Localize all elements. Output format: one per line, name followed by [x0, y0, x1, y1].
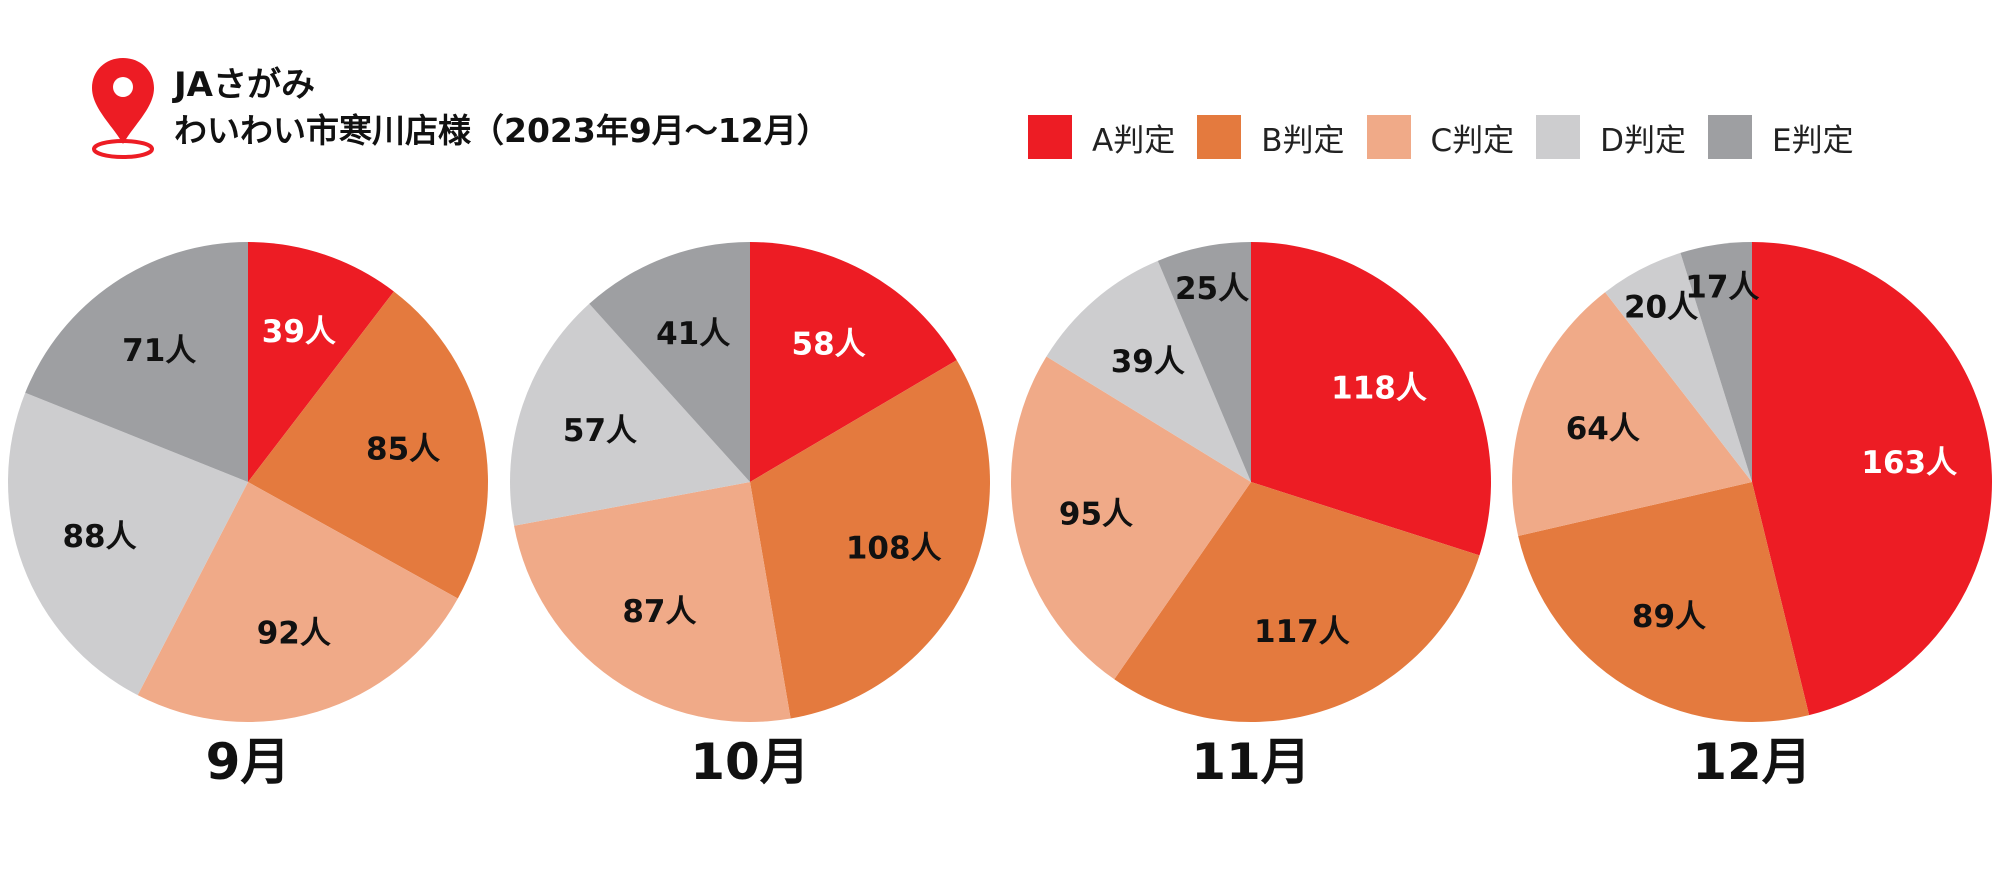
pie-data-label-b: 108人 — [846, 531, 942, 567]
pie-slice-a — [1251, 242, 1491, 556]
pie-data-label-b: 85人 — [366, 432, 440, 468]
pie-slice-a — [1752, 242, 1992, 716]
pie-data-label-c: 95人 — [1059, 497, 1133, 533]
pie-chart-3: 118人 117人 95人 39人 25人 11月 — [1011, 242, 1491, 791]
pie-data-label-c: 64人 — [1566, 411, 1640, 447]
pie-slice-e — [1680, 242, 1752, 482]
pie-slice-c — [137, 482, 458, 722]
pie-slice-b — [750, 360, 990, 719]
pie-slice-a — [248, 242, 394, 482]
pin-hole — [113, 77, 133, 97]
pie-chart-1: 39人 85人 92人 88人 71人 9月 — [7, 242, 489, 791]
legend-item-e: E判定 — [1708, 115, 1854, 160]
pie-data-label-a: 163人 — [1861, 445, 1957, 481]
pie-data-label-b: 117人 — [1254, 614, 1350, 650]
legend-label-b: B判定 — [1261, 122, 1345, 159]
pie-slice-e — [1157, 242, 1251, 482]
pie-data-label-d: 39人 — [1111, 344, 1185, 380]
title-block: JAさがみ わいわい市寒川店様（2023年9月〜12月） — [174, 62, 830, 154]
pie-data-label-e: 25人 — [1175, 271, 1249, 307]
pie-slice-d — [1046, 260, 1251, 482]
pin-body — [92, 58, 154, 144]
pie-data-label-c: 92人 — [257, 616, 331, 652]
pie-slice-d — [510, 303, 750, 526]
pie-data-label-a: 118人 — [1331, 371, 1427, 407]
pie-data-label-c: 87人 — [622, 594, 696, 630]
pie-data-label-e: 71人 — [122, 333, 196, 369]
pie-chart-2: 58人 108人 87人 57人 41人 10月 — [510, 242, 990, 791]
legend-label-d: D判定 — [1600, 122, 1687, 159]
pie-data-label-d: 57人 — [563, 413, 637, 449]
pie-slice-c — [1011, 356, 1251, 680]
legend-swatch-a — [1028, 115, 1072, 159]
legend: A判定 B判定 C判定 D判定 E判定 — [1028, 114, 1854, 160]
legend-item-b: B判定 — [1197, 115, 1345, 160]
legend-swatch-e — [1708, 115, 1753, 159]
legend-label-e: E判定 — [1772, 122, 1854, 159]
pie-month-title: 12月 — [1692, 733, 1812, 791]
pie-slice-b — [1518, 482, 1810, 722]
pie-month-title: 10月 — [690, 733, 810, 791]
legend-item-c: C判定 — [1366, 115, 1515, 160]
pie-data-label-d: 88人 — [62, 519, 136, 555]
legend-label-a: A判定 — [1092, 122, 1176, 159]
legend-label-c: C判定 — [1430, 122, 1515, 159]
pie-slice-e — [25, 242, 249, 482]
pie-month-title: 9月 — [206, 733, 291, 791]
pie-slice-c — [514, 482, 791, 723]
legend-swatch-b — [1197, 115, 1242, 159]
header: JAさがみ わいわい市寒川店様（2023年9月〜12月） — [88, 56, 1088, 166]
pie-slice-b — [248, 291, 489, 599]
legend-swatch-d — [1536, 115, 1581, 159]
pie-data-label-a: 39人 — [262, 314, 336, 350]
legend-item-a: A判定 — [1028, 115, 1175, 160]
pie-slice-b — [1114, 482, 1480, 722]
legend-swatch-c — [1366, 115, 1411, 159]
pie-slice-d — [7, 392, 248, 696]
legend-item-d: D判定 — [1536, 115, 1686, 160]
pie-slice-e — [589, 242, 750, 482]
pie-slice-a — [750, 242, 957, 482]
page-title-line2: わいわい市寒川店様（2023年9月〜12月） — [174, 111, 830, 150]
pie-data-label-d: 20人 — [1624, 289, 1698, 325]
pie-slice-d — [1605, 252, 1752, 482]
location-pin-icon — [92, 58, 154, 159]
pie-data-label-a: 58人 — [792, 326, 866, 362]
page-title-line1: JAさがみ — [174, 65, 315, 105]
pie-month-title: 11月 — [1191, 733, 1311, 791]
pie-slice-c — [1512, 292, 1752, 536]
pie-data-label-e: 41人 — [656, 316, 730, 352]
pie-data-label-e: 17人 — [1685, 269, 1759, 305]
pie-data-label-b: 89人 — [1632, 599, 1706, 635]
